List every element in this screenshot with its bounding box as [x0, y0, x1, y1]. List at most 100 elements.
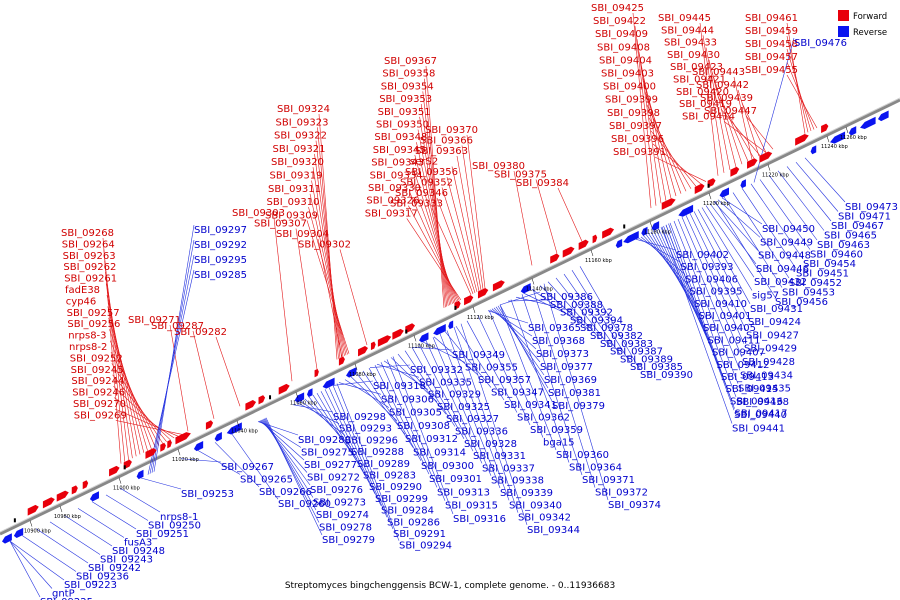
reverse-gene-label: SBI_09463: [817, 240, 870, 251]
axis-tick-label: 11220 kbp: [762, 173, 789, 179]
forward-gene-label: SBI_09430: [667, 50, 720, 61]
reverse-leader-line: [661, 226, 733, 424]
forward-leader-line: [741, 102, 767, 153]
axis-tick: [118, 477, 122, 484]
reverse-gene-arrow: [830, 131, 846, 144]
forward-gene-label: SBI_09403: [601, 69, 654, 80]
reverse-gene-label: fusA3: [124, 538, 152, 549]
forward-gene-label: SBI_09262: [63, 262, 116, 273]
reverse-leader-line: [390, 357, 438, 403]
reverse-leader-line: [453, 326, 519, 513]
forward-gene-label: SBI_09396: [611, 134, 664, 145]
axis-tick: [590, 249, 594, 257]
forward-gene-label: SBI_09404: [599, 55, 652, 66]
forward-leader-line: [461, 145, 484, 290]
reverse-leader-line: [488, 310, 544, 438]
reverse-leader-line: [669, 222, 737, 398]
reverse-leader-line: [563, 273, 621, 355]
reverse-gene-label: SBI_09291: [393, 529, 446, 540]
forward-leader-line: [424, 78, 446, 308]
reverse-gene-arrow: [848, 126, 857, 136]
reverse-leader-line: [721, 197, 763, 225]
reverse-gene-label: SBI_09448: [758, 251, 811, 262]
forward-gene-label: SBI_09287: [151, 321, 204, 332]
axis-tick-label: 11200 kbp: [703, 201, 730, 207]
reverse-leader-line: [547, 281, 601, 340]
reverse-gene-label: SBI_09301: [429, 474, 482, 485]
forward-leader-line: [652, 143, 702, 185]
reverse-gene-label: SBI_09424: [748, 317, 801, 328]
reverse-gene-label: SBI_09274: [316, 510, 369, 521]
reverse-gene-label: SBI_09449: [760, 237, 813, 248]
forward-gene-label: SBI_09351: [378, 107, 431, 118]
reverse-leader-line: [328, 387, 388, 518]
forward-gene-arrow: [821, 123, 829, 134]
reverse-leader-line: [539, 285, 591, 332]
forward-gene-label: SBI_09309: [265, 210, 318, 221]
reverse-leader-line: [338, 382, 382, 395]
reverse-leader-line: [665, 224, 731, 397]
forward-gene-arrow: [27, 504, 39, 516]
forward-leader-line: [311, 180, 345, 356]
reverse-leader-line: [356, 373, 406, 435]
reverse-gene-label: SBI_09415: [726, 384, 779, 395]
reverse-leader-line: [9, 540, 53, 589]
reverse-gene-label: SBI_09377: [540, 362, 593, 373]
forward-leader-line: [105, 283, 137, 457]
reverse-leader-line: [376, 363, 420, 378]
reverse-leader-line: [579, 266, 641, 371]
reverse-leader-line: [705, 205, 755, 278]
reverse-leader-line: [411, 347, 465, 439]
forward-gene-label: SBI_09310: [267, 197, 320, 208]
reverse-gene-label: SBI_09312: [405, 434, 458, 445]
forward-gene-label: SBI_09261: [64, 274, 117, 285]
reverse-gene-label: SBI_09417: [735, 409, 788, 420]
forward-gene-label: SBI_09391: [613, 147, 666, 158]
reverse-leader-line: [63, 514, 113, 547]
forward-leader-line: [419, 116, 450, 306]
forward-gene-arrow: [592, 234, 598, 244]
reverse-gene-label: SBI_09293: [339, 424, 392, 435]
reverse-gene-arrow: [419, 332, 429, 343]
forward-gene-label: SBI_09263: [63, 251, 116, 262]
forward-gene-arrow: [578, 239, 589, 250]
forward-leader-line: [420, 104, 449, 306]
forward-gene-arrow: [562, 246, 575, 258]
forward-gene-label: SBI_09245: [71, 365, 124, 376]
reverse-leader-line: [397, 353, 447, 415]
forward-leader-line: [317, 127, 339, 359]
reverse-gene-label: SBI_09446: [756, 264, 809, 275]
forward-leader-line: [702, 35, 725, 173]
forward-gene-label: SBI_09409: [595, 29, 648, 40]
reverse-gene-label: SBI_09277: [304, 460, 357, 471]
forward-gene-label: SBI_09423: [670, 62, 723, 73]
axis-tick-label: 11020 kbp: [172, 457, 199, 463]
reverse-gene-label: SBI_09340: [509, 500, 562, 511]
forward-gene-label: SBI_09356: [405, 167, 458, 178]
reverse-leader-line: [9, 540, 65, 581]
reverse-leader-line: [153, 224, 195, 472]
reverse-gene-label: SBI_09374: [608, 500, 661, 511]
reverse-gene-label: SBI_09225: [40, 597, 93, 600]
axis-tick: [845, 126, 849, 134]
axis-tick-label: 11000 kbp: [113, 486, 140, 492]
forward-gene-arrow: [492, 280, 505, 292]
reverse-gene-label: SBI_09473: [845, 202, 898, 213]
reverse-gene-label: SBI_09427: [746, 330, 799, 341]
reverse-gene-arrow: [641, 226, 648, 236]
reverse-gene-arrow: [2, 533, 12, 544]
reverse-gene-label: SBI_09365: [528, 323, 581, 334]
reverse-gene-arrow: [520, 283, 531, 294]
reverse-gene-label: SBI_09298: [333, 412, 386, 423]
forward-gene-label: SBI_09375: [494, 170, 547, 181]
axis-tick-label: 10900 kbp: [24, 529, 51, 535]
forward-gene-arrow: [314, 368, 319, 378]
forward-leader-line: [737, 89, 760, 157]
reverse-gene-label: SBI_09394: [570, 315, 623, 326]
reverse-gene-label: SBI_09250: [148, 521, 201, 532]
reverse-leader-line: [701, 207, 753, 291]
reverse-gene-label: SBI_09393: [681, 262, 734, 273]
reverse-gene-label: SBI_09360: [556, 450, 609, 461]
forward-gene-arrow: [278, 383, 290, 395]
reverse-leader-line: [418, 343, 474, 452]
